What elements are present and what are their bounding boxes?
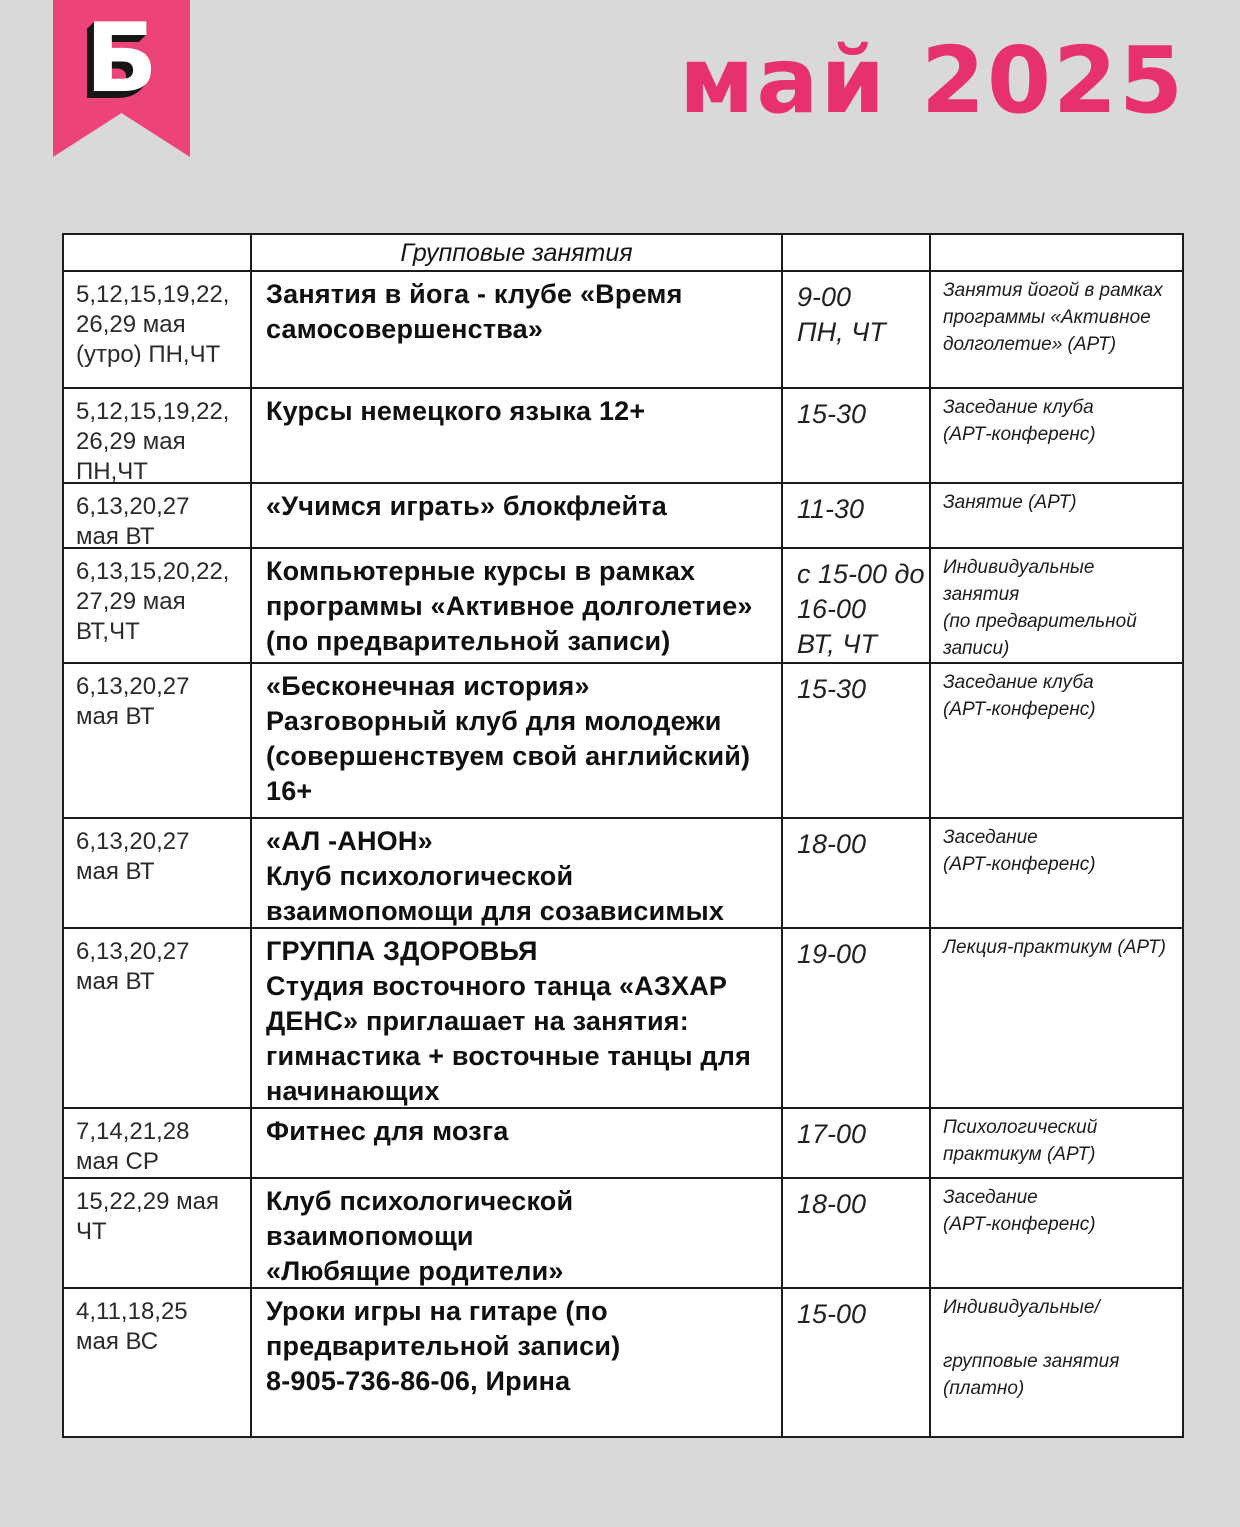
table-row: 6,13,20,27 мая ВТ «АЛ -АНОН» Клуб психол… [64, 817, 1182, 927]
table-row: 6,13,20,27 мая ВТ «Учимся играть» блокфл… [64, 482, 1182, 547]
table-row: 5,12,15,19,22, 26,29 мая ПН,ЧТ Курсы нем… [64, 387, 1182, 482]
note-cell: Заседание клуба (АРТ-конференс) [943, 397, 1096, 445]
table-header-row: Групповые занятия [64, 235, 1182, 270]
time-cell: 17-00 [783, 1109, 931, 1177]
dates-cell: 6,13,15,20,22, 27,29 мая ВТ,ЧТ [64, 549, 252, 662]
dates-cell: 5,12,15,19,22, 26,29 мая (утро) ПН,ЧТ [64, 272, 252, 387]
activity-cell: Фитнес для мозга [252, 1109, 783, 1177]
time-cell: 9-00 ПН, ЧТ [783, 272, 931, 387]
table-row: 15,22,29 мая ЧТ Клуб психологической вза… [64, 1177, 1182, 1287]
note-cell: Лекция-практикум (АРТ) [943, 937, 1166, 958]
activity-cell: «Учимся играть» блокфлейта [252, 484, 783, 547]
time-cell: 11-30 [783, 484, 931, 547]
table-row: 6,13,20,27 мая ВТ ГРУППА ЗДОРОВЬЯ Студия… [64, 927, 1182, 1107]
activity-cell: ГРУППА ЗДОРОВЬЯ Студия восточного танца … [252, 929, 783, 1107]
time-cell: с 15-00 до 16-00 ВТ, ЧТ [783, 549, 931, 662]
time-cell: 19-00 [783, 929, 931, 1107]
time-cell: 18-00 [783, 1179, 931, 1287]
time-cell: 15-30 [783, 389, 931, 482]
activity-cell: Компьютерные курсы в рамках программы «А… [252, 549, 783, 662]
time-cell: 15-00 [783, 1289, 931, 1436]
dates-cell: 5,12,15,19,22, 26,29 мая ПН,ЧТ [64, 389, 252, 482]
note-cell: Занятие (АРТ) [943, 492, 1077, 513]
month-title: май 2025 [679, 27, 1185, 134]
schedule-table: Групповые занятия 5,12,15,19,22, 26,29 м… [62, 233, 1184, 1438]
dates-cell: 6,13,20,27 мая ВТ [64, 484, 252, 547]
note-cell: Индивидуальные/ групповые занятия (платн… [943, 1297, 1120, 1399]
header-time-cell [783, 235, 931, 270]
logo-letter: Б [85, 4, 158, 114]
time-cell: 15-30 [783, 664, 931, 817]
dates-cell: 15,22,29 мая ЧТ [64, 1179, 252, 1287]
table-row: 4,11,18,25 мая ВС Уроки игры на гитаре (… [64, 1287, 1182, 1436]
dates-cell: 6,13,20,27 мая ВТ [64, 664, 252, 817]
group-header-label: Групповые занятия [252, 235, 783, 270]
activity-cell: «Бесконечная история» Разговорный клуб д… [252, 664, 783, 817]
note-cell: Индивидуальные занятия (по предварительн… [943, 557, 1137, 659]
note-cell: Занятия йогой в рамках программы «Активн… [943, 280, 1163, 355]
header-dates-cell [64, 235, 252, 270]
table-row: 6,13,20,27 мая ВТ «Бесконечная история» … [64, 662, 1182, 817]
logo-ribbon: Б [53, 0, 190, 157]
activity-cell: «АЛ -АНОН» Клуб психологической взаимопо… [252, 819, 783, 927]
dates-cell: 6,13,20,27 мая ВТ [64, 929, 252, 1107]
dates-cell: 4,11,18,25 мая ВС [64, 1289, 252, 1436]
note-cell: Заседание (АРТ-конференс) [943, 827, 1096, 875]
time-cell: 18-00 [783, 819, 931, 927]
note-cell: Психологический практикум (АРТ) [943, 1117, 1098, 1165]
table-row: 7,14,21,28 мая СР Фитнес для мозга 17-00… [64, 1107, 1182, 1177]
note-cell: Заседание (АРТ-конференс) [943, 1187, 1096, 1235]
table-row: 5,12,15,19,22, 26,29 мая (утро) ПН,ЧТ За… [64, 270, 1182, 387]
note-cell: Заседание клуба (АРТ-конференс) [943, 672, 1096, 720]
activity-cell: Курсы немецкого языка 12+ [252, 389, 783, 482]
activity-cell: Клуб психологической взаимопомощи «Любящ… [252, 1179, 783, 1287]
table-row: 6,13,15,20,22, 27,29 мая ВТ,ЧТ Компьютер… [64, 547, 1182, 662]
activity-cell: Занятия в йога - клубе «Время самосоверш… [252, 272, 783, 387]
header-note-cell [931, 235, 1182, 270]
dates-cell: 6,13,20,27 мая ВТ [64, 819, 252, 927]
activity-cell: Уроки игры на гитаре (по предварительной… [252, 1289, 783, 1436]
dates-cell: 7,14,21,28 мая СР [64, 1109, 252, 1177]
